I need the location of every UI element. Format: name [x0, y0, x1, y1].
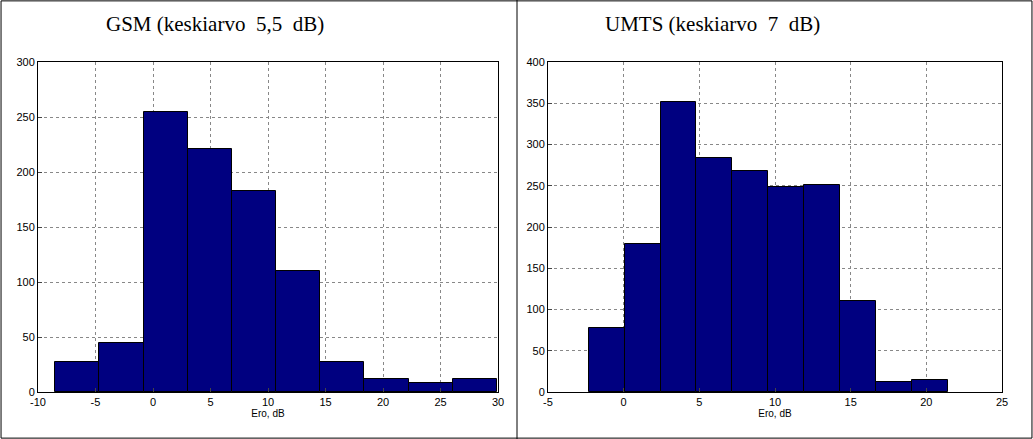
svg-text:10: 10 [262, 396, 274, 408]
svg-text:350: 350 [526, 97, 544, 109]
svg-text:30: 30 [492, 396, 504, 408]
svg-text:150: 150 [16, 221, 34, 233]
svg-text:15: 15 [845, 396, 857, 408]
svg-text:-10: -10 [30, 396, 46, 408]
svg-text:300: 300 [526, 138, 544, 150]
svg-text:200: 200 [526, 221, 544, 233]
svg-text:10: 10 [769, 396, 781, 408]
svg-text:0: 0 [621, 396, 627, 408]
svg-text:0: 0 [29, 386, 35, 398]
svg-text:20: 20 [377, 396, 389, 408]
svg-text:5: 5 [207, 396, 213, 408]
svg-text:0: 0 [150, 396, 156, 408]
svg-text:100: 100 [16, 276, 34, 288]
svg-text:300: 300 [16, 56, 34, 68]
svg-text:GSM (keskiarvo 5,5 dB): GSM (keskiarvo 5,5 dB) [106, 12, 324, 36]
svg-text:250: 250 [16, 111, 34, 123]
svg-text:0: 0 [539, 386, 545, 398]
svg-text:Ero, dB: Ero, dB [758, 408, 792, 419]
svg-text:250: 250 [526, 180, 544, 192]
svg-text:200: 200 [16, 166, 34, 178]
svg-text:15: 15 [319, 396, 331, 408]
svg-text:50: 50 [533, 345, 545, 357]
svg-text:5: 5 [696, 396, 702, 408]
svg-text:-5: -5 [543, 396, 553, 408]
svg-text:150: 150 [526, 262, 544, 274]
svg-text:400: 400 [526, 56, 544, 68]
svg-text:25: 25 [996, 396, 1008, 408]
svg-text:Ero, dB: Ero, dB [251, 408, 285, 419]
svg-text:-5: -5 [91, 396, 101, 408]
svg-text:UMTS (keskiarvo 7 dB): UMTS (keskiarvo 7 dB) [605, 12, 820, 36]
svg-text:20: 20 [920, 396, 932, 408]
svg-text:100: 100 [526, 303, 544, 315]
svg-text:25: 25 [434, 396, 446, 408]
svg-text:50: 50 [23, 331, 35, 343]
